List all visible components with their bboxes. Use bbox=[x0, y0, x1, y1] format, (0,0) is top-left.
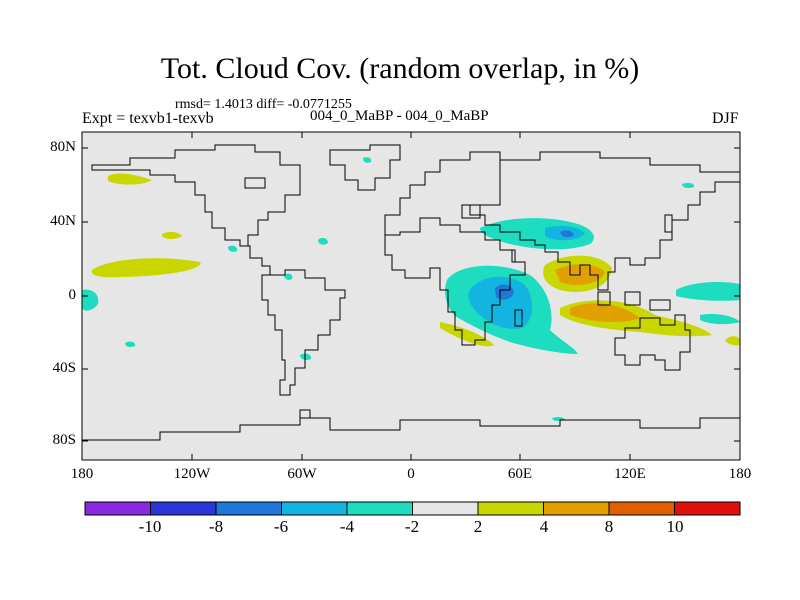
coast-greenland bbox=[329, 144, 401, 191]
colorbar-box bbox=[412, 501, 479, 516]
anomaly-neg-small-6 bbox=[363, 157, 372, 163]
anomaly-neg-small-4 bbox=[300, 353, 312, 360]
colorbar-box bbox=[477, 501, 544, 516]
colorbar-label: -4 bbox=[339, 517, 355, 536]
map-background bbox=[82, 132, 740, 460]
colorbar-label: -2 bbox=[404, 517, 420, 536]
anomaly-orange-maritime bbox=[570, 303, 640, 322]
coast-madagascar bbox=[514, 309, 523, 327]
coast-asia bbox=[469, 151, 741, 291]
lat-label-0: 0 bbox=[68, 287, 77, 303]
lon-label-60e: 60E bbox=[507, 466, 533, 482]
coast-europe bbox=[384, 151, 501, 235]
colorbar-box bbox=[674, 501, 741, 516]
lon-label-120e: 120E bbox=[614, 466, 646, 482]
coast-africa bbox=[384, 217, 526, 346]
anomaly-neg-east-edge bbox=[700, 313, 740, 325]
anomaly-neg-west-pacific bbox=[676, 282, 740, 301]
case-subtitle: 004_0_MaBP - 004_0_MaBP bbox=[310, 108, 489, 124]
lon-label-180e: 180 bbox=[728, 466, 752, 482]
coast-arabia bbox=[500, 249, 525, 263]
lon-label-180w: 180 bbox=[70, 466, 94, 482]
colorbar bbox=[84, 501, 741, 516]
coast-sumatra bbox=[597, 291, 611, 306]
colorbar-label: 10 bbox=[666, 517, 684, 536]
colorbar-box bbox=[543, 501, 610, 516]
colorbar-label: 2 bbox=[473, 517, 483, 536]
anomaly-neg-middle-east bbox=[480, 218, 594, 250]
coastlines bbox=[82, 144, 741, 441]
coast-new-guinea bbox=[649, 299, 671, 311]
colorbar-box bbox=[215, 501, 282, 516]
anomaly-neg-west-edge bbox=[82, 289, 99, 311]
colorbar-box bbox=[608, 501, 675, 516]
lon-label-0: 0 bbox=[407, 466, 415, 482]
anomaly-pos-atlantic-sw bbox=[162, 231, 182, 239]
lat-label-40s: 40S bbox=[52, 360, 76, 376]
anomaly-neg-peak-mideast bbox=[560, 230, 574, 238]
season-label: DJF bbox=[712, 110, 739, 127]
lon-label-120w: 120W bbox=[173, 466, 211, 482]
coast-antarctica bbox=[82, 417, 740, 441]
anomaly-pos-pacific bbox=[91, 258, 201, 278]
anomaly-neg-small-7 bbox=[682, 183, 695, 188]
anomaly-neg-small-5 bbox=[125, 341, 136, 347]
coast-hudson bbox=[244, 177, 266, 189]
plot-title: Tot. Cloud Cov. (random overlap, in %) bbox=[160, 52, 640, 85]
colorbar-box bbox=[84, 501, 151, 516]
colorbar-label: -8 bbox=[208, 517, 224, 536]
coast-south-america bbox=[261, 269, 346, 396]
colorbar-label: -10 bbox=[138, 517, 162, 536]
colorbar-box bbox=[281, 501, 348, 516]
anomaly-pos-east bbox=[725, 336, 740, 346]
coast-caspian bbox=[461, 204, 481, 219]
coast-japan bbox=[664, 214, 673, 233]
anomaly-neg-small-1 bbox=[318, 237, 328, 245]
anomaly-fields bbox=[82, 157, 740, 422]
coast-north-america bbox=[91, 144, 301, 247]
anomaly-neg-small-3 bbox=[284, 273, 293, 280]
anomaly-pos-north-pacific bbox=[108, 173, 152, 185]
experiment-label: Expt = texvb1-texvb bbox=[82, 110, 214, 127]
lon-label-60w: 60W bbox=[287, 466, 317, 482]
axis-ticks bbox=[81, 132, 741, 460]
colorbar-label: 8 bbox=[604, 517, 614, 536]
anomaly-neg-small-2 bbox=[228, 245, 238, 252]
colorbar-box bbox=[150, 501, 217, 516]
coast-australia bbox=[614, 314, 691, 371]
colorbar-label: 4 bbox=[539, 517, 549, 536]
rmsd-diff-stats: rmsd= 1.4013 diff= -0.0771255 bbox=[175, 97, 352, 112]
lat-label-80n: 80N bbox=[50, 139, 76, 155]
colorbar-label: -6 bbox=[273, 517, 289, 536]
colorbar-box bbox=[346, 501, 413, 516]
lat-label-40n: 40N bbox=[50, 213, 76, 229]
coast-borneo bbox=[624, 291, 641, 306]
coast-antarctic-peninsula bbox=[299, 409, 311, 418]
lat-label-80s: 80S bbox=[52, 432, 76, 448]
coast-central-america bbox=[240, 245, 271, 276]
